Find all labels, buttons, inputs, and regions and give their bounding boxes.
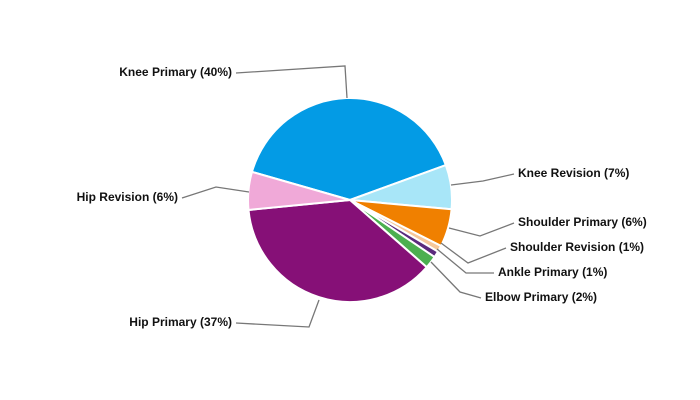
pie-slice <box>247 198 429 303</box>
category-label: Ankle Primary <box>498 265 579 279</box>
slice-label: Hip Revision (6%) <box>77 190 178 204</box>
value-label: (1%) <box>619 240 644 254</box>
leader-line <box>235 65 348 99</box>
slice-label: Knee Primary (40%) <box>119 65 232 79</box>
slice-label: Shoulder Revision (1%) <box>510 240 644 254</box>
value-label: (7%) <box>604 166 629 180</box>
leader-line <box>430 261 482 299</box>
slice-label: Elbow Primary (2%) <box>485 290 597 304</box>
slice-label: Hip Primary (37%) <box>129 315 232 329</box>
category-label: Knee Revision <box>518 166 601 180</box>
leader-line <box>450 173 515 186</box>
pie-slice <box>247 170 351 212</box>
leader-line <box>448 222 515 237</box>
value-label: (40%) <box>200 65 232 79</box>
category-label: Knee Primary <box>119 65 197 79</box>
category-label: Elbow Primary <box>485 290 569 304</box>
value-label: (37%) <box>200 315 232 329</box>
category-label: Shoulder Revision <box>510 240 615 254</box>
slice-label: Knee Revision (7%) <box>518 166 629 180</box>
category-label: Shoulder Primary <box>518 215 618 229</box>
value-label: (6%) <box>621 215 646 229</box>
slice-label: Shoulder Primary (6%) <box>518 215 647 229</box>
value-label: (2%) <box>572 290 597 304</box>
leader-line <box>440 242 507 264</box>
value-label: (1%) <box>582 265 607 279</box>
category-label: Hip Primary <box>129 315 197 329</box>
leader-line <box>235 299 320 328</box>
value-label: (6%) <box>153 190 178 204</box>
leader-line <box>181 186 250 199</box>
slice-label: Ankle Primary (1%) <box>498 265 607 279</box>
leader-line <box>436 248 494 274</box>
pie-slice <box>250 97 448 202</box>
category-label: Hip Revision <box>77 190 150 204</box>
